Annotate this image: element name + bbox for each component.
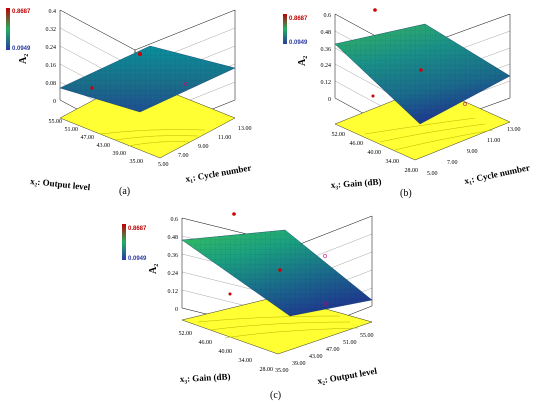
x1-tick-label: 9.00 xyxy=(198,144,209,150)
legend-low-label: 0.0949 xyxy=(128,256,147,262)
x3-tick-label: 40.00 xyxy=(368,150,382,156)
surface-plot-a: 0.8687 0.0949 0 0.08 0.16 0. xyxy=(6,8,252,192)
design-point xyxy=(90,86,94,90)
x1-tick-label: 11.00 xyxy=(218,135,231,141)
x2-tick-label: 55.00 xyxy=(49,119,63,125)
legend-low-label: 0.0949 xyxy=(12,46,31,52)
x2-axis-label: x₂: Output level xyxy=(30,176,91,192)
x2-tick-label: 51.00 xyxy=(343,340,357,346)
legend-high-label: 0.8687 xyxy=(128,226,147,232)
chart-panel-b: 0.8687 0.0949 0 0.12 0.24 0.36 0.48 0.6 xyxy=(275,0,550,200)
design-point xyxy=(323,302,327,306)
caption-b: (b) xyxy=(400,188,412,199)
z-tick-label: 0 xyxy=(175,307,178,313)
x1-tick-label: 11.00 xyxy=(487,138,500,144)
z-tick-label: 0.12 xyxy=(321,80,332,86)
x3-tick-label: 28.00 xyxy=(260,367,274,373)
z-tick-label: 0.08 xyxy=(46,81,57,87)
z-axis-label: A₂ xyxy=(297,56,308,66)
design-point xyxy=(228,292,232,296)
design-point xyxy=(323,254,327,258)
x1-tick-label: 7.00 xyxy=(447,160,458,166)
design-point xyxy=(371,94,375,98)
x2-tick-label: 55.00 xyxy=(360,333,374,339)
x2-axis-label: x₂: Output level xyxy=(317,366,379,386)
x2-tick-label: 35.00 xyxy=(275,368,289,374)
x3-axis-label: x₃: Gain (dB) xyxy=(330,176,381,190)
color-legend-bar xyxy=(283,14,287,44)
x2-tick-label: 51.00 xyxy=(65,127,79,133)
x1-tick-label: 5.00 xyxy=(427,171,438,177)
z-tick-label: 0.24 xyxy=(168,271,179,277)
chart-panel-a: 0.8687 0.0949 0 0.08 0.16 0. xyxy=(0,0,275,200)
z-tick-label: 0.48 xyxy=(321,30,332,36)
z-tick-label: 0.24 xyxy=(46,45,57,51)
floor-contour-plane xyxy=(181,295,373,355)
z-tick-label: 0.36 xyxy=(168,253,179,259)
z-tick-label: 0.16 xyxy=(46,63,57,69)
x3-tick-label: 52.00 xyxy=(179,331,193,337)
x3-tick-label: 52.00 xyxy=(332,132,346,138)
design-point xyxy=(463,102,467,106)
z-tick-label: 0.6 xyxy=(171,217,179,223)
color-legend-bar xyxy=(6,8,10,50)
x2-tick-label: 47.00 xyxy=(81,135,95,141)
x3-tick-label: 34.00 xyxy=(239,358,253,364)
caption-a: (a) xyxy=(119,186,131,197)
design-point xyxy=(278,268,282,272)
z-tick-label: 0 xyxy=(328,97,331,103)
z-tick-label: 0.48 xyxy=(168,235,179,241)
x1-tick-label: 13.00 xyxy=(507,127,521,133)
x2-tick-label: 39.00 xyxy=(292,361,306,367)
z-tick-label: 0.12 xyxy=(168,289,179,295)
legend-high-label: 0.8687 xyxy=(12,9,31,15)
z-tick-label: 0.6 xyxy=(324,13,332,19)
design-point xyxy=(232,212,236,216)
z-axis-label: A₂ xyxy=(18,54,29,64)
surface-plot-b: 0.8687 0.0949 0 0.12 0.24 0.36 0.48 0.6 xyxy=(283,8,531,190)
z-tick-label: 0 xyxy=(53,99,56,105)
x1-tick-label: 7.00 xyxy=(178,153,189,159)
x1-tick-label: 9.00 xyxy=(467,149,478,155)
x3-tick-label: 34.00 xyxy=(386,159,400,165)
x2-tick-label: 43.00 xyxy=(309,354,323,360)
x3-tick-label: 46.00 xyxy=(199,340,213,346)
x3-tick-label: 46.00 xyxy=(350,141,364,147)
design-point xyxy=(138,52,142,56)
legend-high-label: 0.8687 xyxy=(289,16,308,22)
x2-tick-label: 35.00 xyxy=(130,159,144,165)
x1-tick-label: 13.00 xyxy=(238,126,252,132)
x3-tick-label: 28.00 xyxy=(405,168,419,174)
x1-tick-label: 5.00 xyxy=(158,162,169,168)
x2-tick-label: 43.00 xyxy=(97,143,111,149)
design-point xyxy=(373,8,377,12)
surface-plot-c: 0.8687 0.0949 0 0.12 0.24 0.36 0.48 0.6 xyxy=(122,212,379,386)
z-tick-label: 0.36 xyxy=(321,47,332,53)
x2-tick-label: 39.00 xyxy=(113,151,127,157)
x1-axis-label: x₁: Cycle number xyxy=(463,162,530,186)
design-point xyxy=(419,68,423,72)
x2-tick-label: 47.00 xyxy=(326,347,340,353)
x3-tick-label: 40.00 xyxy=(219,349,233,355)
z-axis-label: A₂ xyxy=(148,264,159,274)
color-legend-bar xyxy=(122,224,126,260)
design-point xyxy=(184,82,188,86)
chart-panel-c: 0.8687 0.0949 0 0.12 0.24 0.36 0.48 0.6 xyxy=(110,204,440,404)
caption-c: (c) xyxy=(270,390,282,401)
z-tick-label: 0.32 xyxy=(46,27,57,33)
z-tick-label: 0.24 xyxy=(321,63,332,69)
z-tick-label: 0.4 xyxy=(49,9,57,15)
x3-axis-label: x₃: Gain (dB) xyxy=(180,371,231,384)
legend-low-label: 0.0949 xyxy=(289,40,308,46)
x1-axis-label: x₁: Cycle number xyxy=(185,163,252,184)
